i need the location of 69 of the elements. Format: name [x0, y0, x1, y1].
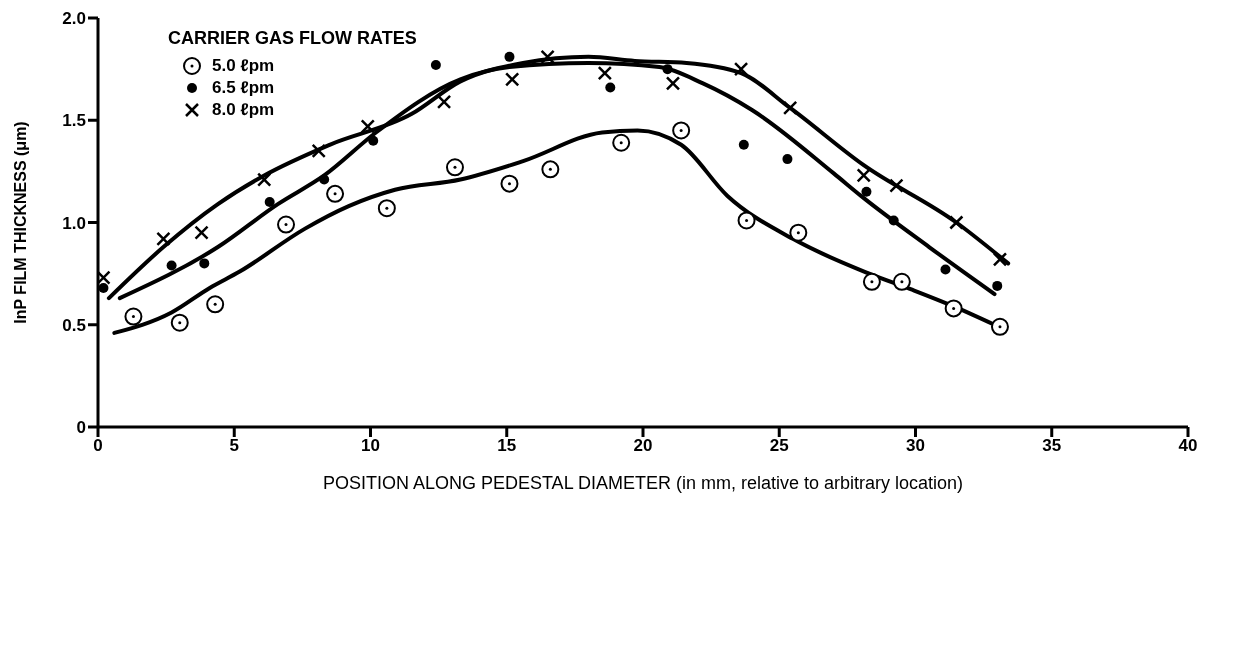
point — [377, 199, 396, 218]
point — [360, 119, 376, 134]
x-tick-label: 30 — [906, 436, 925, 456]
point — [782, 154, 793, 165]
point — [737, 211, 756, 230]
point — [738, 139, 749, 150]
point — [665, 76, 681, 91]
legend-title: CARRIER GAS FLOW RATES — [168, 28, 417, 49]
point — [368, 135, 379, 146]
point — [949, 215, 964, 230]
point — [430, 60, 441, 71]
point — [256, 172, 272, 187]
x-tick-label: 20 — [633, 436, 653, 456]
point — [662, 64, 673, 75]
point — [940, 264, 951, 275]
point — [156, 231, 171, 247]
x-tick-label: 5 — [229, 436, 239, 456]
point — [992, 252, 1008, 267]
point — [170, 313, 189, 332]
y-tick-label: 0.5 — [62, 315, 86, 335]
point — [861, 186, 872, 197]
legend-label: 8.0 ℓpm — [212, 99, 275, 121]
point — [436, 94, 452, 110]
point — [504, 51, 515, 62]
point — [597, 65, 613, 81]
point — [733, 61, 749, 77]
point — [856, 168, 871, 183]
point — [98, 282, 109, 293]
point — [166, 260, 177, 271]
point — [789, 223, 808, 242]
y-tick-label: 0 — [76, 418, 86, 438]
point — [541, 160, 560, 179]
y-tick-label: 1.5 — [62, 111, 86, 131]
y-axis-title: InP FILM THICKNESS (μm) — [11, 121, 29, 324]
x-tick-label: 0 — [93, 436, 103, 456]
point — [605, 82, 616, 93]
point — [862, 272, 881, 291]
x-tick-label: 10 — [361, 436, 380, 456]
point — [892, 272, 911, 291]
point — [206, 295, 225, 314]
y-tick-label: 1.0 — [62, 213, 86, 233]
point — [944, 299, 963, 318]
x-axis-title: POSITION ALONG PEDESTAL DIAMETER (in mm, relative to arbitrary location) — [322, 473, 964, 493]
point — [540, 49, 555, 65]
point — [500, 174, 519, 193]
point — [124, 307, 143, 326]
point — [264, 197, 275, 208]
point — [612, 133, 631, 152]
point — [504, 72, 520, 87]
point — [326, 184, 345, 203]
point — [319, 174, 330, 185]
point — [889, 178, 904, 193]
x-tick-label: 15 — [497, 436, 517, 456]
point — [199, 258, 210, 269]
legend-label: 6.5 ℓpm — [212, 77, 275, 99]
point — [445, 158, 464, 177]
point — [990, 317, 1009, 336]
point — [672, 121, 691, 140]
point — [888, 215, 899, 226]
point — [277, 215, 296, 234]
y-tick-label: 2.0 — [62, 9, 86, 29]
point — [782, 100, 798, 116]
x-tick-label: 25 — [769, 436, 789, 456]
point — [992, 280, 1003, 291]
point — [311, 143, 326, 159]
legend-label: 5.0 ℓpm — [212, 55, 275, 77]
x-tick-label: 35 — [1042, 436, 1062, 456]
point — [194, 225, 209, 240]
x-tick-label: 40 — [1178, 436, 1198, 456]
